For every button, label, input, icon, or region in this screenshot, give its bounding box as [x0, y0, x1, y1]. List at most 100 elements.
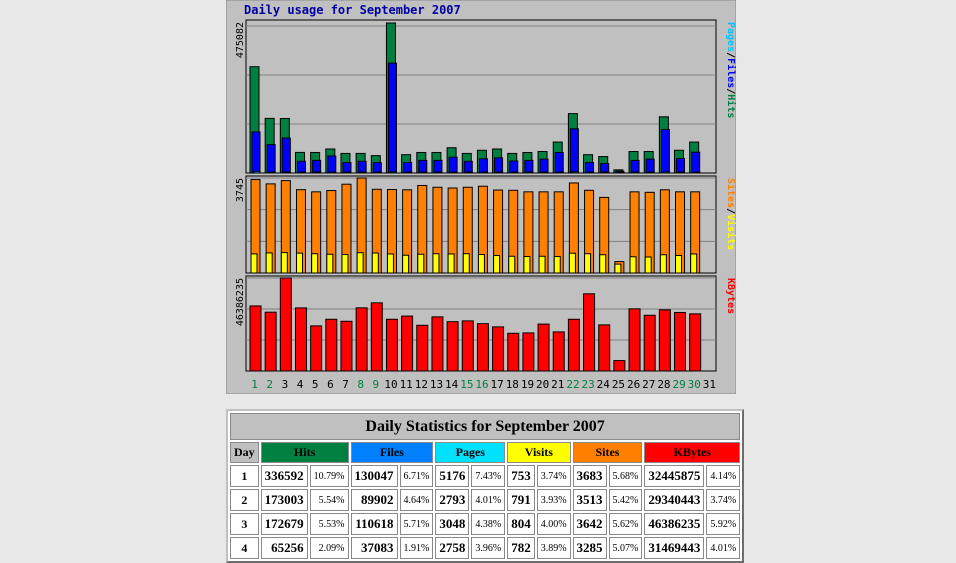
- pages-bar: [556, 171, 564, 174]
- visits-bar: [371, 252, 379, 274]
- files-bar: [524, 159, 534, 174]
- kbytes-ymax-label: 46386235: [235, 278, 246, 326]
- kbytes-bar: [416, 324, 429, 372]
- pages-bar: [268, 171, 276, 174]
- day-tick-label: 8: [357, 378, 364, 391]
- pages-bar: [344, 171, 352, 174]
- day-tick-label: 3: [282, 378, 289, 391]
- pages-bar: [602, 171, 610, 174]
- legend-entry: Sites: [725, 178, 736, 208]
- kbytes-bar: [264, 311, 277, 372]
- visits-bar: [675, 255, 683, 274]
- pages-bar: [253, 170, 261, 174]
- sites-visits-legend: Sites/Visits: [725, 178, 736, 250]
- kbytes-bar: [674, 311, 687, 372]
- legend-entry: Hits: [725, 94, 736, 118]
- sites-percent: 5.62%: [608, 513, 643, 535]
- day-tick-label: 30: [688, 378, 701, 391]
- files-value: 130047: [350, 465, 398, 487]
- kbytes-bar: [613, 360, 626, 372]
- visits-bar: [477, 253, 485, 274]
- day-tick-label: 13: [430, 378, 443, 391]
- day-tick-label: 23: [582, 378, 595, 391]
- kbytes-panel: 46386235 KBytes: [235, 275, 736, 372]
- visits-percent: 3.93%: [536, 489, 571, 511]
- hits-percent: 5.54%: [309, 489, 349, 511]
- files-bar: [569, 128, 579, 174]
- table-title-row: Daily Statistics for September 2007: [230, 413, 741, 440]
- table-row: 1 336592 10.79% 130047 6.71% 5176 7.43% 753 3.74…: [230, 465, 741, 487]
- legend-entry: /: [725, 52, 736, 58]
- hits-percent: 5.53%: [309, 513, 349, 535]
- visits-value: 791: [507, 489, 535, 511]
- kbytes-bar: [249, 305, 262, 372]
- day-tick-label: 14: [445, 378, 459, 391]
- hits-percent: 2.09%: [309, 537, 349, 559]
- daily-usage-graph: Daily usage for September 2007 475082 Pag…: [226, 0, 736, 394]
- files-bar: [645, 158, 655, 174]
- visits-percent: 3.89%: [536, 537, 571, 559]
- visits-bar: [295, 252, 303, 274]
- kbytes-value: 29340443: [644, 489, 705, 511]
- header-pages: Pages: [435, 442, 506, 463]
- hits-files-pages-plot-area: [245, 19, 717, 174]
- visits-bar: [432, 253, 440, 274]
- kbytes-bar: [552, 331, 565, 372]
- sites-value: 3285: [572, 537, 607, 559]
- legend-entry: Files: [725, 58, 736, 88]
- kbytes-legend: KBytes: [725, 278, 736, 314]
- visits-bar: [584, 253, 592, 274]
- visits-bar: [462, 253, 470, 274]
- hits-percent: 10.79%: [309, 465, 349, 487]
- sites-value: 3642: [572, 513, 607, 535]
- day-tick-label: 22: [566, 378, 579, 391]
- visits-value: 804: [507, 513, 535, 535]
- day-tick-label: 27: [642, 378, 655, 391]
- files-bar: [585, 162, 595, 174]
- kbytes-bar: [658, 309, 671, 372]
- pages-percent: 4.01%: [471, 489, 506, 511]
- day-tick-label: 12: [415, 378, 428, 391]
- files-bar: [539, 158, 549, 174]
- daily-usage-chart: Daily usage for September 2007 475082 Pag…: [226, 0, 736, 394]
- day-cell: 3: [230, 513, 259, 535]
- day-tick-label: 19: [521, 378, 534, 391]
- kbytes-bar: [310, 325, 323, 372]
- visits-bar: [341, 253, 349, 274]
- day-tick-label: 9: [373, 378, 380, 391]
- visits-bar: [644, 256, 652, 274]
- visits-bar: [447, 253, 455, 274]
- pages-bar: [405, 171, 413, 174]
- day-tick-label: 26: [627, 378, 640, 391]
- pages-bar: [465, 171, 473, 174]
- day-tick-label: 21: [551, 378, 564, 391]
- day-cell: 1: [230, 465, 259, 487]
- files-bar: [676, 157, 686, 174]
- visits-bar: [493, 255, 501, 274]
- kbytes-value: 31469443: [644, 537, 705, 559]
- day-tick-label: 28: [657, 378, 670, 391]
- visits-bar: [265, 252, 273, 274]
- kbytes-bar: [583, 293, 596, 372]
- files-percent: 4.64%: [399, 489, 434, 511]
- visits-bar: [250, 253, 258, 274]
- pages-bar: [389, 171, 397, 174]
- kbytes-bar: [689, 313, 702, 372]
- files-value: 110618: [350, 513, 398, 535]
- visits-bar: [508, 255, 516, 274]
- kbytes-bar: [461, 320, 474, 372]
- files-percent: 1.91%: [399, 537, 434, 559]
- kbytes-bar: [567, 318, 580, 372]
- files-bar: [463, 160, 473, 174]
- pages-bar: [632, 171, 640, 174]
- day-tick-label: 4: [297, 378, 304, 391]
- kbytes-bar: [537, 323, 550, 372]
- pages-bar: [541, 171, 549, 174]
- files-bar: [691, 151, 701, 174]
- day-cell: 2: [230, 489, 259, 511]
- sites-value: 3683: [572, 465, 607, 487]
- kbytes-percent: 4.14%: [706, 465, 741, 487]
- files-bar: [296, 160, 306, 174]
- day-tick-label: 29: [672, 378, 685, 391]
- visits-bar: [402, 254, 410, 274]
